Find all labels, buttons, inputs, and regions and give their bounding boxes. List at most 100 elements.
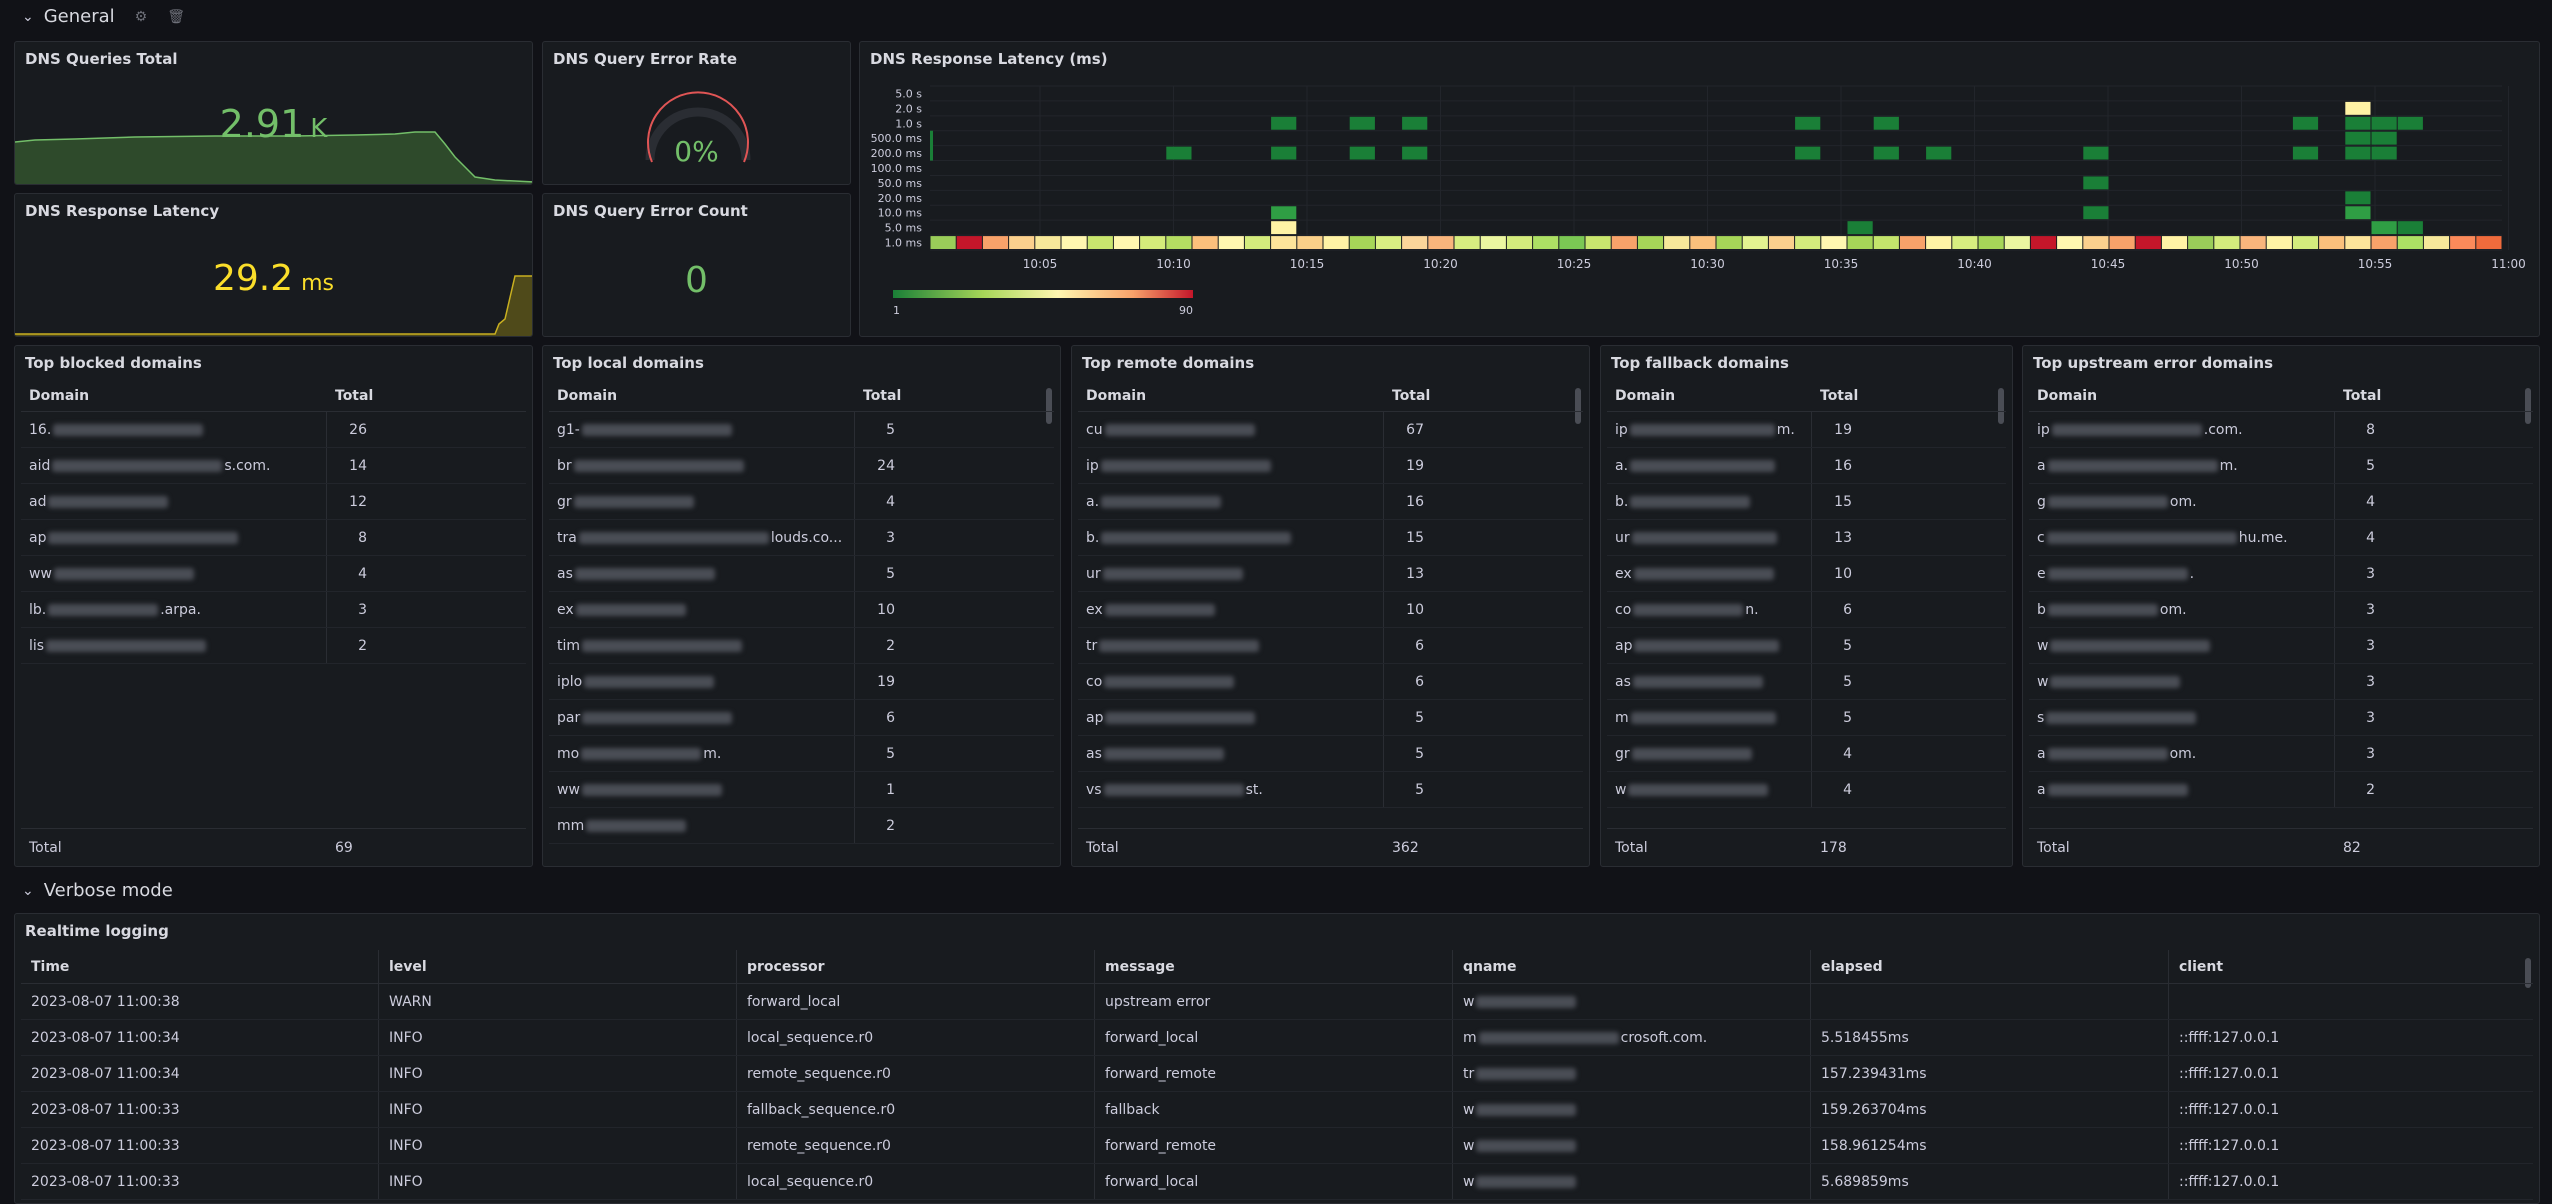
table-row[interactable]: a om. 3 [2029, 736, 2533, 772]
table-row[interactable]: a. 16 [1607, 448, 2006, 484]
table-row[interactable]: mm 2 [549, 808, 1054, 844]
scrollbar[interactable] [2525, 958, 2531, 988]
log-row[interactable]: 2023-08-07 11:00:38 WARN forward_local upst… [21, 984, 2533, 1020]
column-header-domain[interactable]: Domain [1086, 387, 1147, 404]
table-row[interactable]: g1- 5 [549, 412, 1054, 448]
table-row[interactable]: ex 10 [1607, 556, 2006, 592]
table-row[interactable]: lb. .arpa. 3 [21, 592, 526, 628]
scrollbar[interactable] [1998, 388, 2004, 424]
table-row[interactable]: b om. 3 [2029, 592, 2533, 628]
row-header-general[interactable]: ⌄ General ⚙ 🗑 [22, 6, 185, 27]
table-row[interactable]: b. 15 [1607, 484, 2006, 520]
column-header[interactable]: Time [21, 950, 379, 983]
table-row[interactable]: co n. 6 [1607, 592, 2006, 628]
table-row[interactable]: ap 8 [21, 520, 526, 556]
log-row[interactable]: 2023-08-07 11:00:33 INFO fallback_sequence… [21, 1092, 2533, 1128]
panel-latency[interactable]: DNS Response Latency 29.2 ms [14, 193, 533, 337]
table-row[interactable]: g om. 4 [2029, 484, 2533, 520]
column-header[interactable]: message [1095, 950, 1453, 983]
column-header-domain[interactable]: Domain [29, 387, 90, 404]
column-header[interactable]: client [2179, 958, 2224, 975]
chevron-down-icon[interactable]: ⌄ [22, 882, 34, 899]
table-row[interactable]: e. 3 [2029, 556, 2533, 592]
table-row[interactable]: cu 67 [1078, 412, 1583, 448]
table-row[interactable]: ad 12 [21, 484, 526, 520]
column-header-domain[interactable]: Domain [1615, 387, 1676, 404]
table-row[interactable]: gr 4 [549, 484, 1054, 520]
panel-top-blocked[interactable]: Top blocked domains Domain Total 16. 26 aid s.… [14, 345, 533, 867]
table-row[interactable]: c hu.me. 4 [2029, 520, 2533, 556]
table-row[interactable]: ww 4 [21, 556, 526, 592]
table-row[interactable]: par 6 [549, 700, 1054, 736]
table-row[interactable]: ex 10 [1078, 592, 1583, 628]
table-row[interactable]: ap 5 [1607, 628, 2006, 664]
table-row[interactable]: 16. 26 [21, 412, 526, 448]
column-header-domain[interactable]: Domain [557, 387, 618, 404]
table-row[interactable]: br 24 [549, 448, 1054, 484]
panel-top-local[interactable]: Top local domains Domain Total g1- 5 br 24 gr 4 t… [542, 345, 1061, 867]
row-header-verbose[interactable]: ⌄ Verbose mode [22, 880, 173, 901]
table-row[interactable]: b. 15 [1078, 520, 1583, 556]
table-row[interactable]: tr 6 [1078, 628, 1583, 664]
column-header[interactable]: elapsed [1811, 950, 2169, 983]
panel-queries-total[interactable]: DNS Queries Total 2.91 K [14, 41, 533, 185]
table-row[interactable]: ur 13 [1607, 520, 2006, 556]
panel-realtime-logging[interactable]: Realtime logging Time level processor messa… [14, 913, 2540, 1204]
table-row[interactable]: a m. 5 [2029, 448, 2533, 484]
scrollbar[interactable] [1046, 388, 1052, 424]
table-row[interactable]: gr 4 [1607, 736, 2006, 772]
table-row[interactable]: aid s.com. 14 [21, 448, 526, 484]
log-row[interactable]: 2023-08-07 11:00:33 INFO remote_sequence.r… [21, 1128, 2533, 1164]
column-header-total[interactable]: Total [863, 387, 902, 404]
table-row[interactable]: ur 13 [1078, 556, 1583, 592]
column-header-domain[interactable]: Domain [2037, 387, 2098, 404]
panel-top-remote[interactable]: Top remote domains Domain Total cu 67 ip 19 a. 1… [1071, 345, 1590, 867]
column-header-total[interactable]: Total [335, 387, 374, 404]
domain-prefix: s [2037, 709, 2045, 726]
cell-elapsed: 5.518455ms [1811, 1020, 2169, 1055]
table-row[interactable]: as 5 [1607, 664, 2006, 700]
column-header-total[interactable]: Total [1392, 387, 1431, 404]
redacted-text [1102, 567, 1243, 580]
log-row[interactable]: 2023-08-07 11:00:34 INFO remote_sequence.r… [21, 1056, 2533, 1092]
table-row[interactable]: a. 16 [1078, 484, 1583, 520]
table-row[interactable]: ip .com. 8 [2029, 412, 2533, 448]
column-header[interactable]: processor [737, 950, 1095, 983]
table-row[interactable]: iplo 19 [549, 664, 1054, 700]
table-row[interactable]: mo m. 5 [549, 736, 1054, 772]
panel-top-fallback[interactable]: Top fallback domains Domain Total ip m. 19 a. 1… [1600, 345, 2013, 867]
column-header[interactable]: level [379, 950, 737, 983]
table-row[interactable]: ap 5 [1078, 700, 1583, 736]
table-row[interactable]: ww 1 [549, 772, 1054, 808]
table-row[interactable]: tra louds.co... 3 [549, 520, 1054, 556]
table-row[interactable]: ip m. 19 [1607, 412, 2006, 448]
table-row[interactable]: vs st. 5 [1078, 772, 1583, 808]
table-row[interactable]: as 5 [549, 556, 1054, 592]
column-header-total[interactable]: Total [1820, 387, 1859, 404]
table-row[interactable]: as 5 [1078, 736, 1583, 772]
log-row[interactable]: 2023-08-07 11:00:34 INFO local_sequence.r0… [21, 1020, 2533, 1056]
log-row[interactable]: 2023-08-07 11:00:33 INFO local_sequence.r0… [21, 1164, 2533, 1200]
panel-top-upstream[interactable]: Top upstream error domains Domain Total ip.… [2022, 345, 2540, 867]
table-row[interactable]: lis 2 [21, 628, 526, 664]
table-row[interactable]: ip 19 [1078, 448, 1583, 484]
panel-heatmap[interactable]: DNS Response Latency (ms) 5.0 s 2.0 s 1.0 … [859, 41, 2540, 337]
table-row[interactable]: ex 10 [549, 592, 1054, 628]
trash-icon[interactable]: 🗑 [167, 8, 186, 25]
panel-error-rate[interactable]: DNS Query Error Rate 0% [542, 41, 851, 185]
chevron-down-icon[interactable]: ⌄ [22, 8, 34, 25]
column-header-total[interactable]: Total [2343, 387, 2382, 404]
scrollbar[interactable] [1575, 388, 1581, 424]
gear-icon[interactable]: ⚙ [134, 8, 148, 25]
scrollbar[interactable] [2525, 388, 2531, 424]
table-row[interactable]: co 6 [1078, 664, 1583, 700]
table-row[interactable]: tim 2 [549, 628, 1054, 664]
column-header[interactable]: qname [1453, 950, 1811, 983]
panel-error-count[interactable]: DNS Query Error Count 0 [542, 193, 851, 337]
